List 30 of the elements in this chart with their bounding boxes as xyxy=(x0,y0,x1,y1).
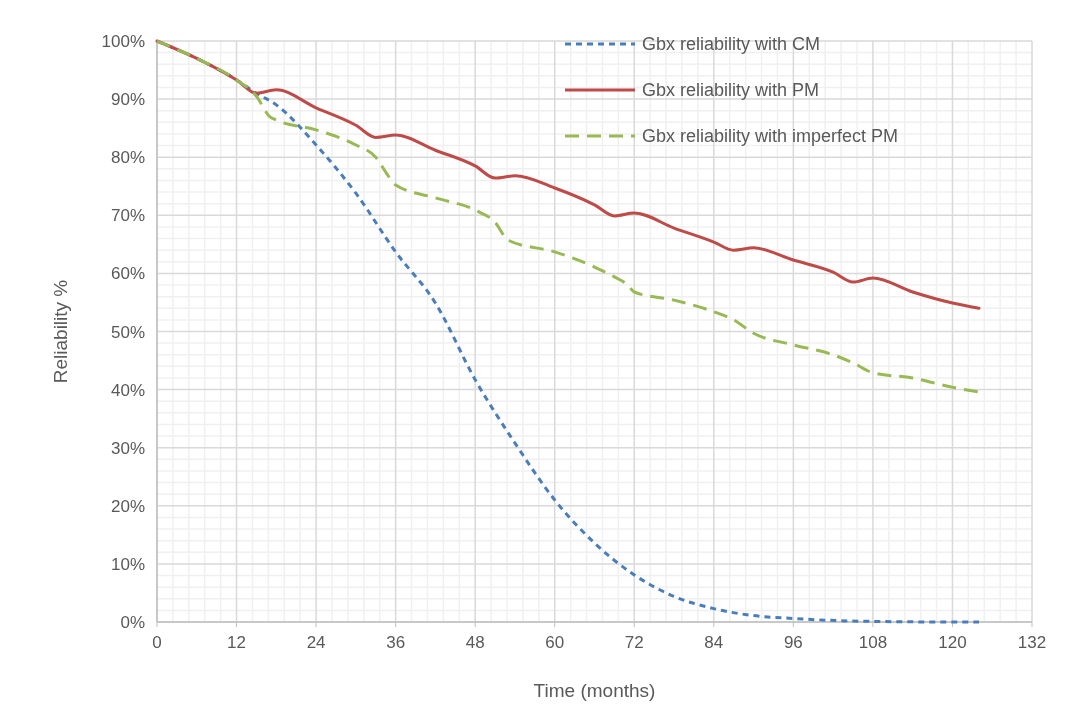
y-tick-label: 0% xyxy=(120,613,145,632)
x-tick-label: 60 xyxy=(545,633,565,652)
y-tick-label: 30% xyxy=(110,438,145,458)
x-tick-label: 132 xyxy=(1017,633,1047,652)
y-tick-label: 80% xyxy=(110,148,145,168)
legend-label: Gbx reliability with imperfect PM xyxy=(642,126,899,146)
y-tick-label: 20% xyxy=(110,496,145,516)
line-series xyxy=(155,39,981,310)
x-tick-label: 12 xyxy=(227,633,247,652)
x-tick-label: 84 xyxy=(704,633,724,652)
x-tick-label: 48 xyxy=(465,633,485,652)
x-tick-label: 108 xyxy=(858,633,888,652)
x-tick-label: 96 xyxy=(783,633,803,652)
y-axis-title: Reliability % xyxy=(50,279,71,384)
x-tick-label: 72 xyxy=(624,633,644,652)
legend-label: Gbx reliability with CM xyxy=(642,34,821,54)
x-tick-label: 36 xyxy=(386,633,406,652)
x-tick-label: 24 xyxy=(306,633,326,652)
y-tick-label: 70% xyxy=(110,206,145,226)
y-tick-label: 100% xyxy=(101,32,145,51)
y-tick-label: 60% xyxy=(110,264,145,284)
y-tick-label: 10% xyxy=(110,554,145,574)
x-tick-label: 0 xyxy=(152,633,162,652)
y-tick-label: 90% xyxy=(110,90,145,110)
y-tick-label: 40% xyxy=(110,380,145,400)
x-axis-title: Time (months) xyxy=(533,680,656,701)
line-series xyxy=(155,39,981,394)
x-tick-label: 120 xyxy=(938,633,967,652)
legend-label: Gbx reliability with PM xyxy=(642,80,820,100)
y-tick-label: 50% xyxy=(110,322,145,342)
